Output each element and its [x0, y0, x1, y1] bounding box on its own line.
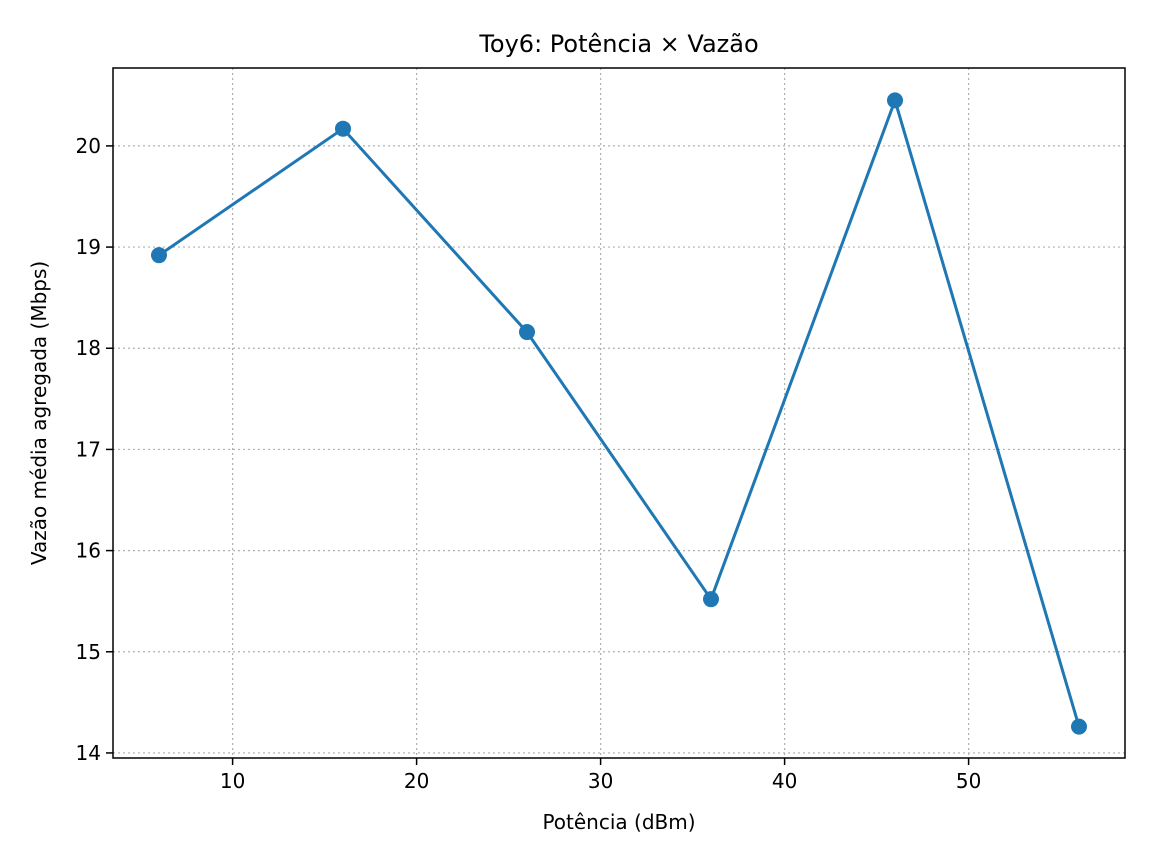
y-tick-label: 18 [76, 336, 101, 360]
y-tick-label: 14 [76, 741, 101, 765]
grid [113, 68, 1125, 758]
series-line [158, 98, 1081, 728]
x-tick-label: 50 [956, 769, 981, 793]
y-axis-title: Vazão média agregada (Mbps) [27, 261, 51, 565]
axis-ticks: 10 20 30 40 50 14 15 16 17 18 19 20 [76, 134, 982, 793]
data-point [151, 247, 167, 264]
data-point [335, 120, 351, 137]
y-tick-label: 15 [76, 640, 101, 664]
x-tick-label: 30 [588, 769, 613, 793]
y-tick-label: 20 [76, 134, 101, 158]
y-tick-label: 19 [76, 235, 101, 259]
plot-area-frame [112, 67, 1126, 759]
x-tick-label: 10 [220, 769, 245, 793]
x-tick-label: 20 [404, 769, 429, 793]
y-tick-label: 16 [76, 539, 101, 563]
series-layer [151, 92, 1087, 735]
data-point [887, 92, 903, 109]
x-tick-label: 40 [772, 769, 797, 793]
data-point [703, 591, 719, 608]
data-point [519, 324, 535, 341]
y-tick-label: 17 [76, 437, 101, 461]
data-point [1071, 718, 1087, 735]
x-axis-title: Potência (dBm) [542, 810, 695, 834]
chart-title: Toy6: Potência × Vazão [478, 30, 758, 58]
